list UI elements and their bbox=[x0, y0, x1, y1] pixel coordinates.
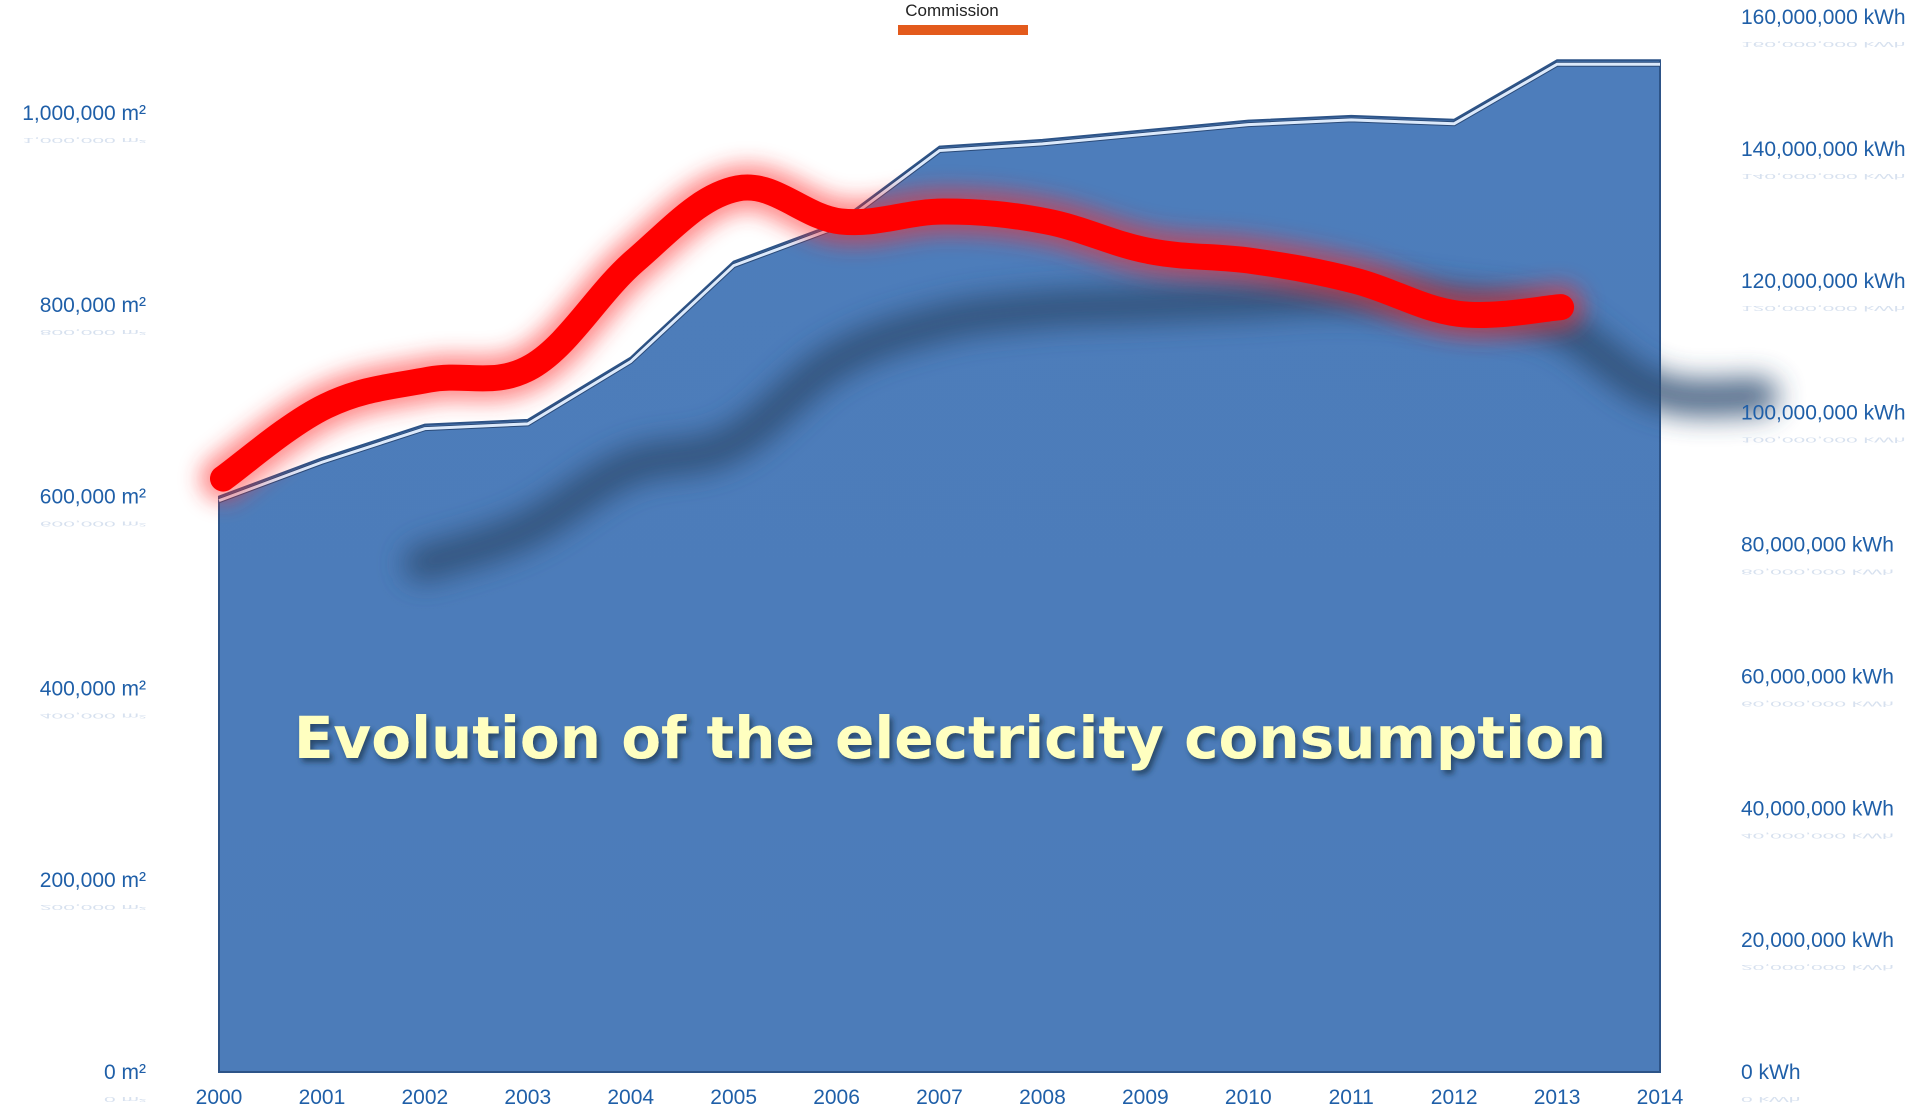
y-right-tick-reflection: 20,000,000 kWh bbox=[1741, 963, 1894, 971]
y-right-tick-reflection: 160,000,000 kWh bbox=[1741, 40, 1905, 48]
y-right-tick-reflection: 100,000,000 kWh bbox=[1741, 436, 1905, 444]
x-tick-label: 2010 bbox=[1225, 1086, 1272, 1109]
x-tick-label: 2008 bbox=[1019, 1086, 1066, 1109]
y-left-tick-label: 600,000 m² bbox=[40, 486, 146, 509]
y-left-tick-reflection: 200,000 m² bbox=[40, 903, 146, 911]
y-right-tick-label: 140,000,000 kWh bbox=[1741, 138, 1906, 161]
y-right-tick-label: 40,000,000 kWh bbox=[1741, 797, 1894, 820]
x-tick-label: 2002 bbox=[401, 1086, 448, 1109]
x-tick-label: 2006 bbox=[813, 1086, 860, 1109]
y-axis-right-ticks: 0 kWh 0 kWh 20,000,000 kWh 20,000,000 kWh 40… bbox=[1741, 6, 1906, 1103]
y-left-tick-reflection: 1,000,000 m² bbox=[22, 136, 146, 144]
y-right-tick-label: 60,000,000 kWh bbox=[1741, 665, 1894, 688]
y-axis-left-ticks: 0 m² 0 m² 200,000 m² 200,000 m² 400,000 m² 40… bbox=[22, 102, 146, 1103]
legend: Commission bbox=[898, 1, 1028, 35]
y-right-tick-reflection: 60,000,000 kWh bbox=[1741, 700, 1894, 708]
area-edge-highlight bbox=[218, 62, 1660, 503]
y-right-tick-reflection: 120,000,000 kWh bbox=[1741, 304, 1905, 312]
y-right-tick-reflection: 0 kWh bbox=[1741, 1095, 1800, 1103]
x-axis-ticks: 2000 2001 2002 2003 2004 2005 2006 2007 2008 2009… bbox=[196, 1086, 1684, 1109]
y-right-tick-reflection: 40,000,000 kWh bbox=[1741, 831, 1894, 839]
legend-swatch-commission bbox=[898, 25, 1028, 35]
overlay-title: Evolution of the electricity consumption bbox=[294, 704, 1606, 772]
x-tick-label: 2011 bbox=[1329, 1086, 1374, 1109]
x-tick-label: 2007 bbox=[916, 1086, 963, 1109]
y-right-tick-label: 160,000,000 kWh bbox=[1741, 6, 1906, 29]
y-right-tick-reflection: 140,000,000 kWh bbox=[1741, 172, 1905, 180]
y-right-tick-label: 120,000,000 kWh bbox=[1741, 270, 1906, 293]
x-tick-label: 2014 bbox=[1637, 1086, 1684, 1109]
x-tick-label: 2005 bbox=[710, 1086, 757, 1109]
red-line-series bbox=[200, 164, 1585, 502]
y-right-tick-reflection: 80,000,000 kWh bbox=[1741, 568, 1894, 576]
y-left-tick-label: 400,000 m² bbox=[40, 677, 146, 700]
x-tick-label: 2001 bbox=[299, 1086, 346, 1109]
y-left-tick-label: 1,000,000 m² bbox=[22, 102, 146, 125]
y-left-tick-label: 0 m² bbox=[104, 1061, 146, 1084]
red-line bbox=[210, 174, 1575, 492]
y-left-tick-reflection: 0 m² bbox=[104, 1095, 146, 1103]
y-left-tick-reflection: 800,000 m² bbox=[40, 328, 146, 336]
y-right-tick-label: 100,000,000 kWh bbox=[1741, 402, 1906, 425]
y-left-tick-label: 200,000 m² bbox=[40, 869, 146, 892]
y-left-tick-label: 800,000 m² bbox=[40, 294, 146, 317]
x-tick-label: 2009 bbox=[1122, 1086, 1169, 1109]
y-right-tick-label: 0 kWh bbox=[1741, 1061, 1801, 1084]
x-tick-label: 2000 bbox=[196, 1086, 243, 1109]
y-left-tick-reflection: 600,000 m² bbox=[40, 520, 146, 528]
legend-label-commission: Commission bbox=[905, 1, 999, 20]
x-tick-label: 2003 bbox=[504, 1086, 551, 1109]
x-tick-label: 2004 bbox=[607, 1086, 654, 1109]
x-tick-label: 2012 bbox=[1431, 1086, 1478, 1109]
y-right-tick-label: 80,000,000 kWh bbox=[1741, 534, 1894, 557]
x-tick-label: 2013 bbox=[1534, 1086, 1581, 1109]
y-left-tick-reflection: 400,000 m² bbox=[40, 712, 146, 720]
y-right-tick-label: 20,000,000 kWh bbox=[1741, 929, 1894, 952]
